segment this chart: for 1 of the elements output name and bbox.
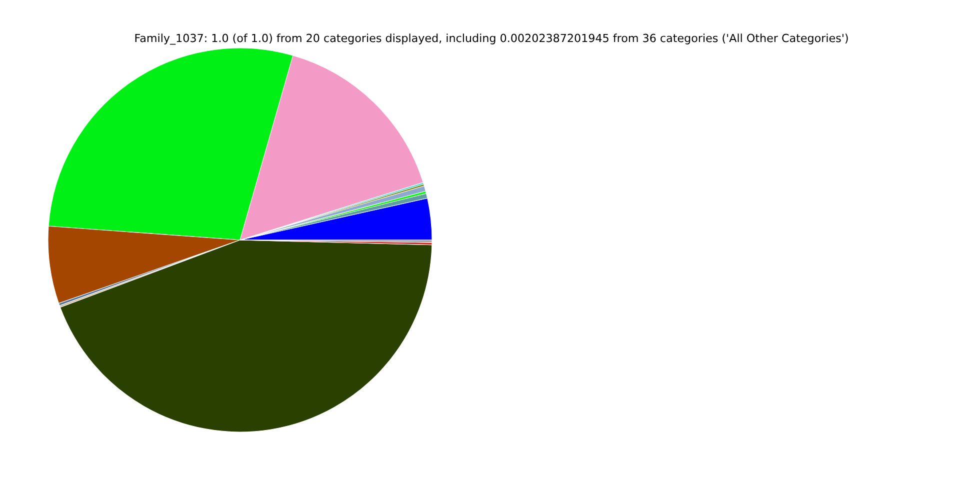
text: Family_1037: 1.0 (of 1.0) from 20 categories displayed, including 0.00202387201945 from 36 categories ('All Other Categories') [135, 34, 848, 45]
